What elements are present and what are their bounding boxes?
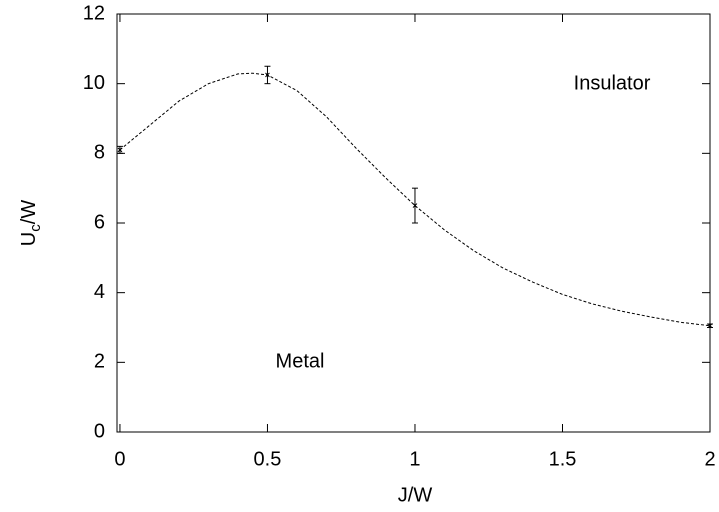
- y-axis-label-rest: /W: [18, 200, 40, 225]
- y-axis-label-sub: c: [27, 224, 44, 232]
- y-tick-label: 2: [94, 351, 105, 373]
- error-bar: [411, 187, 418, 224]
- y-tick-label: 6: [94, 211, 105, 233]
- fit-curve: [119, 72, 711, 327]
- x-tick-label: 2: [704, 448, 715, 470]
- annotation: Insulator: [574, 72, 651, 94]
- y-tick-label: 10: [83, 72, 105, 94]
- x-tick-label: 0: [114, 448, 125, 470]
- annotation: Metal: [276, 350, 325, 372]
- y-tick-label: 8: [94, 142, 105, 164]
- x-axis-label: J/W: [398, 484, 433, 506]
- error-bar: [707, 323, 713, 329]
- y-tick-label: 4: [94, 281, 105, 303]
- y-tick-label: 0: [94, 420, 105, 442]
- y-tick-label: 12: [83, 2, 105, 24]
- x-tick-label: 0.5: [254, 448, 282, 470]
- x-tick-label: 1.5: [549, 448, 577, 470]
- x-tick-label: 1: [409, 448, 420, 470]
- y-axis-label-main: U: [18, 232, 40, 246]
- y-axis-label: Uc/W: [18, 200, 44, 247]
